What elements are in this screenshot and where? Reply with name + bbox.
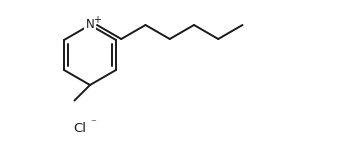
Text: N: N (86, 19, 94, 32)
Text: +: + (94, 15, 101, 25)
Text: Cl: Cl (74, 122, 86, 135)
Text: ⁻: ⁻ (90, 118, 96, 128)
